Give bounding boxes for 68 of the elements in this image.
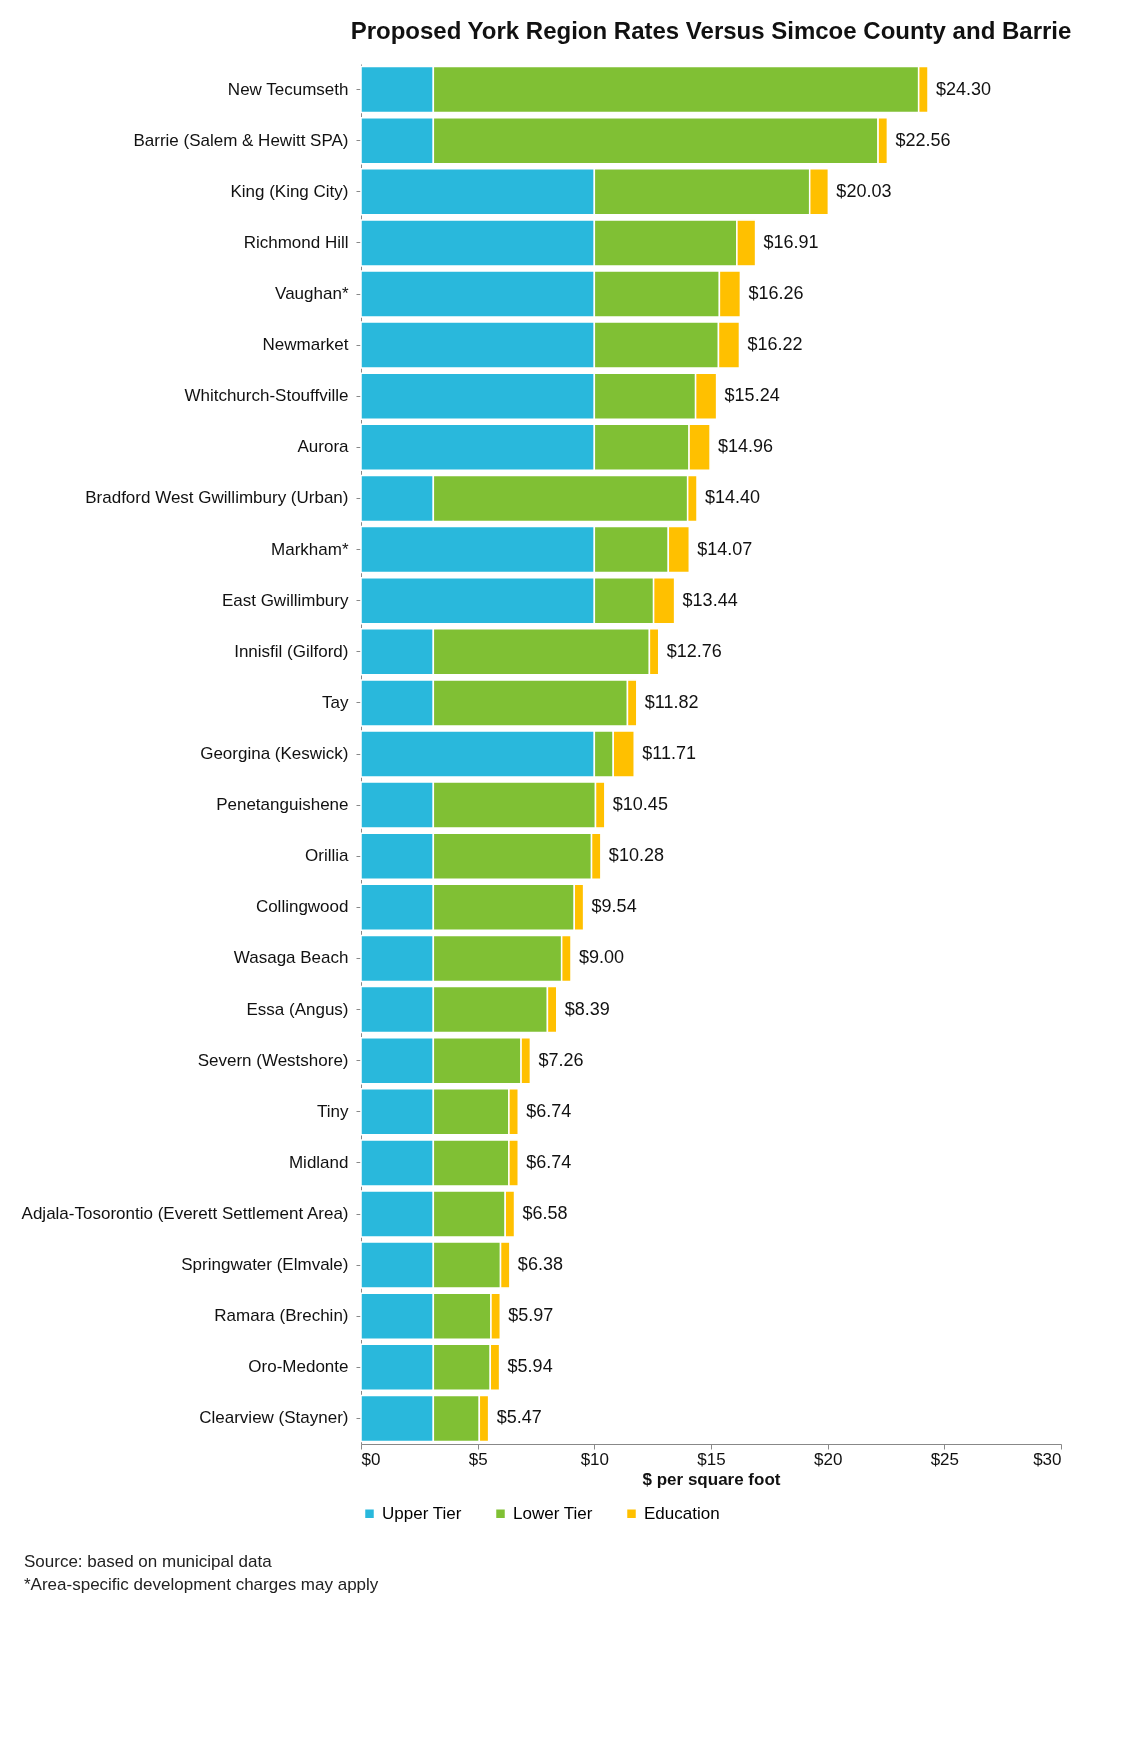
total-label: $14.40 <box>705 487 761 508</box>
total-label: $16.26 <box>748 283 804 303</box>
y-tick-label: Georgina (Keswick) <box>200 744 349 763</box>
y-tick-label: Orillia <box>305 846 350 866</box>
source-note: Source: based on municipal data <box>24 1552 273 1572</box>
y-tick-label: Essa (Angus) <box>246 999 349 1019</box>
y-tick-label: Aurora <box>297 437 350 457</box>
y-tick-label: Barrie (Salem & Hewitt SPA) <box>133 130 349 150</box>
total-label: $6.38 <box>517 1254 563 1275</box>
y-tick-label: Bradford West Gwillimbury (Urban) <box>85 488 349 508</box>
total-label: $5.47 <box>496 1407 542 1428</box>
y-tick-label: East Gwillimbury <box>221 590 349 610</box>
y-tick-label: Oro-Medonte <box>248 1357 349 1377</box>
total-label: $8.39 <box>564 998 610 1019</box>
total-label: $22.56 <box>895 129 951 150</box>
x-tick-label: $5 <box>468 1449 488 1469</box>
total-label: $6.74 <box>526 1151 572 1172</box>
total-label: $14.07 <box>697 538 753 559</box>
total-label: $24.30 <box>936 78 992 99</box>
total-label: $13.44 <box>682 589 738 610</box>
legend-label: Upper Tier <box>382 1503 462 1523</box>
y-tick-label: Newmarket <box>262 335 349 355</box>
x-tick-label: $10 <box>580 1449 610 1469</box>
y-tick-label: Richmond Hill <box>243 232 349 252</box>
y-tick-label: Collingwood <box>255 897 349 917</box>
total-label: $20.03 <box>836 180 892 201</box>
x-tick-label: $15 <box>697 1449 726 1469</box>
text: *Area-specific development charges may apply <box>24 1575 380 1595</box>
y-tick-label: Whitchurch-Stouffville <box>184 386 349 406</box>
y-tick-label: Midland <box>288 1152 349 1172</box>
total-label: $7.26 <box>538 1049 584 1070</box>
total-label: $14.96 <box>718 436 774 457</box>
chart-title: Proposed York Region Rates Versus Simcoe County and Barrie <box>350 17 1072 44</box>
x-tick-label: $20 <box>813 1449 843 1469</box>
x-tick-label: $0 <box>361 1449 381 1469</box>
y-tick-label: Wasaga Beach <box>233 948 349 968</box>
legend-label: Education <box>644 1503 720 1523</box>
total-label: $16.22 <box>747 334 803 355</box>
y-tick-label: Severn (Westshore) <box>197 1050 349 1070</box>
y-tick-label: Tay <box>322 692 349 712</box>
x-axis-title: $ per square foot <box>642 1469 781 1489</box>
y-tick-label: Vaughan* <box>275 284 349 303</box>
total-label: $5.97 <box>508 1305 554 1326</box>
total-label: $16.91 <box>763 231 819 252</box>
total-label: $9.54 <box>591 896 637 917</box>
y-tick-label: Penetanguishene <box>216 795 349 815</box>
y-tick-label: King (King City) <box>230 181 349 201</box>
total-label: $11.82 <box>644 691 699 712</box>
legend-label: Lower Tier <box>513 1503 593 1523</box>
y-tick-label: Innisfil (Gilford) <box>234 641 349 661</box>
y-tick-label: Springwater (Elmvale) <box>181 1255 349 1275</box>
x-tick-label: $25 <box>930 1449 960 1469</box>
total-label: $15.24 <box>724 385 780 406</box>
total-label: $12.76 <box>666 640 722 661</box>
total-label: $6.58 <box>522 1203 568 1223</box>
total-label: $9.00 <box>579 947 625 968</box>
y-tick-label: Clearview (Stayner) <box>199 1408 349 1428</box>
total-label: $6.74 <box>526 1100 572 1121</box>
total-label: $5.94 <box>507 1356 553 1377</box>
y-tick-label: Tiny <box>317 1101 349 1121</box>
y-tick-label: Adjala-Tosorontio (Everett Settlement Area) <box>21 1204 349 1223</box>
y-tick-label: New Tecumseth <box>227 79 349 99</box>
x-tick-label: $30 <box>1033 1449 1062 1469</box>
y-tick-label: Markham* <box>271 539 349 559</box>
total-label: $11.71 <box>642 743 696 763</box>
y-tick-label: Ramara (Brechin) <box>214 1306 349 1326</box>
total-label: $10.45 <box>612 794 668 815</box>
total-label: $10.28 <box>608 845 664 866</box>
